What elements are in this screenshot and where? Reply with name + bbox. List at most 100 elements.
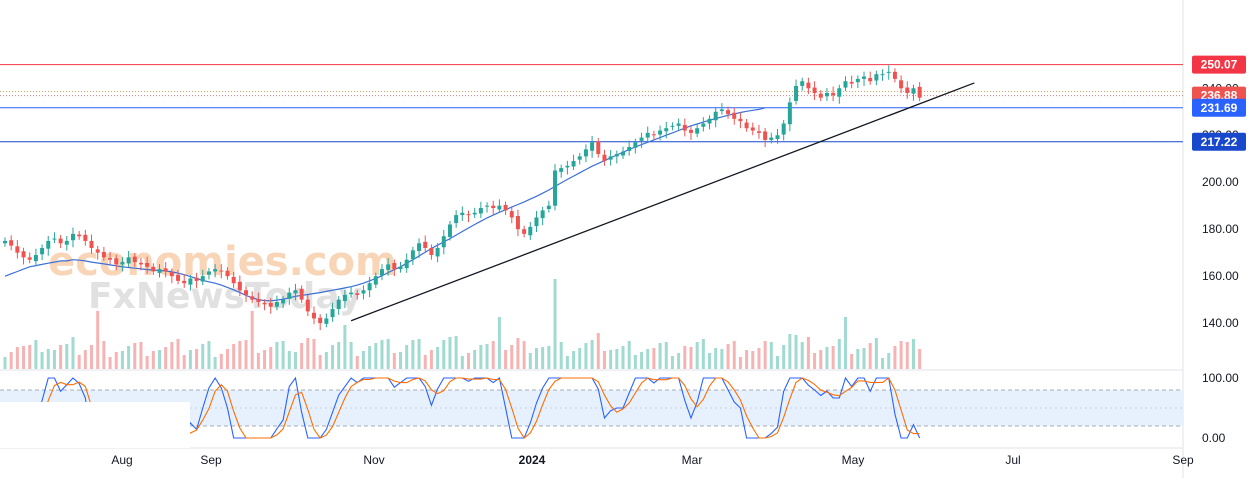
volume-bar xyxy=(726,344,730,369)
volume-bar xyxy=(250,311,254,369)
volume-bar xyxy=(386,339,390,369)
candle-body xyxy=(262,302,267,305)
volume-bar xyxy=(602,351,606,369)
candle-body xyxy=(176,274,181,281)
candle-body xyxy=(435,247,440,257)
volume-bar xyxy=(256,353,260,369)
candlesticks xyxy=(3,65,922,331)
volume-bar xyxy=(133,343,137,369)
volume-bar xyxy=(516,338,520,369)
candle-body xyxy=(738,118,743,122)
volume-bar xyxy=(522,341,526,369)
candle-body xyxy=(114,258,119,265)
candle-body xyxy=(831,92,836,96)
candle-body xyxy=(614,154,619,157)
watermark-line-2: FxNewsToday xyxy=(88,276,362,317)
volume-bar xyxy=(22,346,26,369)
volume-bar xyxy=(312,339,316,369)
volume-bar xyxy=(331,345,335,369)
candle-body xyxy=(565,165,570,168)
candle-body xyxy=(806,82,811,89)
volume-bar xyxy=(646,349,650,369)
candle-body xyxy=(775,135,780,139)
time-axis[interactable]: Aug Sep Nov 2024 Mar May Jul Sep xyxy=(111,453,1194,467)
candle-body xyxy=(472,212,477,215)
candle-body xyxy=(509,211,514,218)
candle-body xyxy=(794,85,799,101)
candle-body xyxy=(787,102,792,125)
watermark-line-1: economies.com xyxy=(48,239,397,285)
volume-bar xyxy=(695,342,699,369)
volume-bar xyxy=(83,350,87,369)
candle-body xyxy=(157,269,162,273)
candle-body xyxy=(849,81,854,84)
volume-bar xyxy=(417,339,421,369)
volume-bar xyxy=(244,340,248,369)
candle-body xyxy=(515,216,520,230)
volume-bar xyxy=(652,348,656,369)
oscillator-overlay xyxy=(0,402,190,448)
volume-bar xyxy=(800,342,804,369)
price-tick-label: 180.00 xyxy=(1202,222,1239,236)
volume-bar xyxy=(559,342,563,369)
candle-body xyxy=(77,234,82,237)
volume-bar xyxy=(442,340,446,369)
price-tick-label: 160.00 xyxy=(1202,269,1239,283)
volume-bar xyxy=(708,353,712,369)
volume-bar xyxy=(423,355,427,369)
price-tag-bg xyxy=(1192,55,1246,74)
volume-bar xyxy=(108,357,112,369)
candle-body xyxy=(676,123,681,126)
candle-body xyxy=(843,81,848,88)
time-tick-label: Aug xyxy=(111,453,132,467)
candle-body xyxy=(583,149,588,157)
candle-body xyxy=(3,240,7,244)
candle-body xyxy=(608,156,613,160)
volume-bars xyxy=(3,279,922,369)
candle-body xyxy=(423,241,428,248)
candle-body xyxy=(367,283,372,291)
candle-body xyxy=(120,262,125,265)
candle-body xyxy=(664,128,669,132)
candle-body xyxy=(812,87,817,93)
candle-body xyxy=(528,226,533,236)
volume-bar xyxy=(436,347,440,369)
volume-bar xyxy=(467,353,470,369)
price-tag-label: 217.22 xyxy=(1201,135,1238,149)
candle-body xyxy=(330,309,335,318)
candle-body xyxy=(497,205,502,210)
volume-bar xyxy=(745,350,749,369)
candle-body xyxy=(188,278,193,285)
candle-body xyxy=(621,151,625,156)
volume-bar xyxy=(324,352,328,369)
candle-body xyxy=(33,255,38,262)
volume-bar xyxy=(225,349,229,369)
volume-bar xyxy=(170,342,174,369)
candle-body xyxy=(695,128,700,134)
volume-bar xyxy=(918,349,922,369)
candle-body xyxy=(318,317,323,324)
candle-body xyxy=(688,129,693,133)
volume-bar xyxy=(65,344,69,369)
volume-bar xyxy=(720,349,724,369)
trendline[interactable] xyxy=(350,82,975,322)
candle-body xyxy=(281,299,286,304)
volume-bar xyxy=(862,348,866,369)
candle-body xyxy=(818,93,823,98)
candle-body xyxy=(590,142,595,151)
volume-bar xyxy=(751,351,755,369)
candle-body xyxy=(349,292,354,295)
candle-body xyxy=(862,76,867,79)
candle-body xyxy=(478,208,483,214)
candle-body xyxy=(64,240,69,245)
volume-bar xyxy=(843,317,847,369)
candle-body xyxy=(213,269,218,272)
volume-bar xyxy=(392,353,396,369)
candle-body xyxy=(379,269,384,276)
volume-bar xyxy=(164,347,168,369)
volume-bar xyxy=(460,356,464,369)
volume-bar xyxy=(874,338,878,369)
candle-body xyxy=(274,301,279,307)
volume-bar xyxy=(621,346,625,369)
